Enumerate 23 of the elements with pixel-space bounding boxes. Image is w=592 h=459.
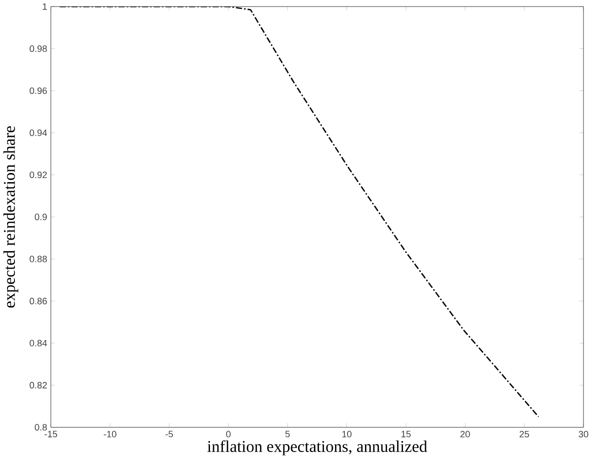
x-tick-label: 15 xyxy=(402,431,411,438)
y-tick-label: 0.9 xyxy=(34,214,47,220)
y-tick-label: 0.96 xyxy=(30,88,47,94)
x-tick-label: -10 xyxy=(104,431,116,438)
x-tick-label: 30 xyxy=(578,431,588,438)
x-tick-label: 10 xyxy=(342,431,352,438)
x-tick-label: -15 xyxy=(44,431,58,438)
y-tick-label: 0.86 xyxy=(30,298,47,304)
x-tick-label: 5 xyxy=(285,431,290,438)
y-tick-label: 0.92 xyxy=(30,172,47,178)
y-tick-label: 0.98 xyxy=(30,46,47,52)
x-tick-label: 20 xyxy=(460,431,470,438)
y-tick-label: 0.82 xyxy=(30,382,47,389)
y-axis-title: expected reindexation share xyxy=(3,126,18,308)
y-tick-label: 0.84 xyxy=(30,340,47,347)
x-axis-title: inflation expectations, annualized xyxy=(207,440,428,456)
x-tick-label: 25 xyxy=(520,431,530,438)
y-tick-label: 0.88 xyxy=(30,256,47,262)
y-tick-label: 0.8 xyxy=(34,424,47,431)
y-tick-label: 0.94 xyxy=(30,130,47,136)
x-tick-label: -5 xyxy=(166,431,173,438)
x-tick-label: 0 xyxy=(226,431,231,438)
y-tick-label: 1 xyxy=(42,4,47,10)
